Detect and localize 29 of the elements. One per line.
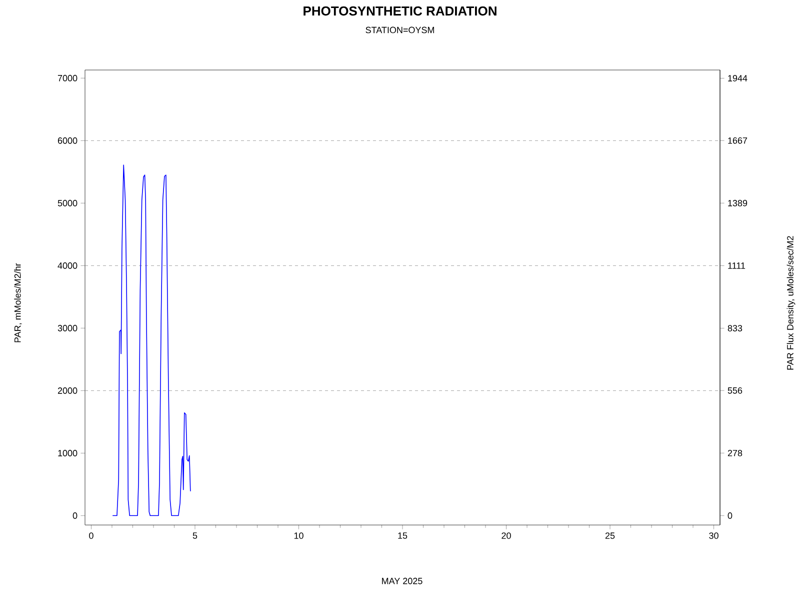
y-axis-title: PAR, mMoles/M2/hr [14,263,22,342]
x-axis-title: MAY 2025 [382,578,422,584]
y2-tick-label: 1944 [728,75,748,82]
x-tick-label: 30 [709,532,718,539]
y2-tick-label: 1389 [728,200,748,206]
y-tick-label: 6000 [58,137,78,144]
x-tick-label: 15 [398,532,408,539]
x-tick-label: 10 [294,532,304,539]
line-series [112,164,191,516]
y-tick-label: 5000 [58,200,78,206]
x-tick-label: 20 [502,532,511,539]
x-tick-label: 25 [605,532,615,539]
y-tick-label: 3000 [58,324,78,332]
y2-tick-label: 1111 [728,262,746,269]
y2-tick-label: 833 [728,325,742,332]
chart-title: PHOTOSYNTHETIC RADIATION [304,6,496,16]
y2-tick-label: 556 [728,387,742,394]
y-tick-label: 7000 [58,74,78,82]
y2-tick-label: 1667 [728,137,748,144]
y-tick-label: 0 [72,512,78,519]
y2-tick-label: 278 [728,450,742,456]
x-tick-label: 0 [89,532,94,539]
chart-subtitle: STATION=OYSM [366,26,434,34]
y2-tick-label: 0 [728,512,732,519]
y-tick-label: 4000 [58,262,78,269]
y-tick-label: 1000 [58,450,78,456]
y2-axis-title: PAR Flux Density, uMoles/sec/M2 [786,236,796,370]
y-tick-label: 2000 [58,387,78,394]
x-tick-label: 5 [192,532,198,539]
